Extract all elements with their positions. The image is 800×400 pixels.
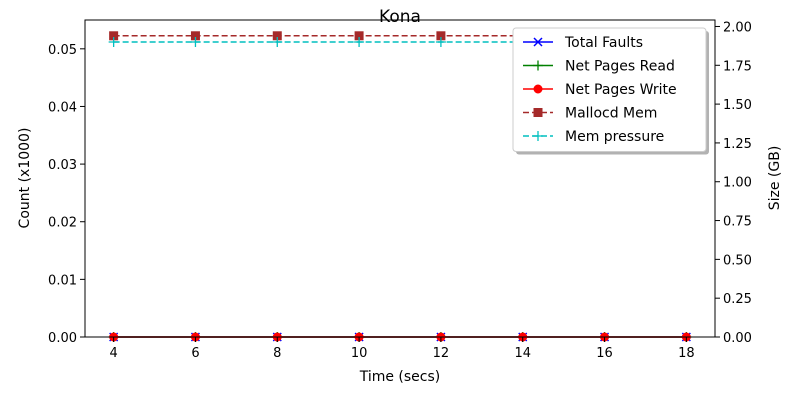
left-y-tick-label: 0.02 xyxy=(48,216,77,231)
x-axis-title: Time (secs) xyxy=(359,369,441,385)
right-y-tick-label: 2.00 xyxy=(723,20,752,35)
left-y-tick-label: 0.00 xyxy=(48,331,77,346)
right-y-axis-title: Size (GB) xyxy=(767,146,783,211)
legend-label: Mallocd Mem xyxy=(565,106,657,122)
legend-label: Total Faults xyxy=(564,35,643,51)
x-tick-label: 14 xyxy=(514,346,531,361)
x-tick-label: 16 xyxy=(596,346,613,361)
right-y-tick-label: 1.00 xyxy=(723,176,752,191)
right-y-tick-label: 0.50 xyxy=(723,253,752,268)
x-tick-label: 6 xyxy=(191,346,199,361)
legend-entry: Total Faults xyxy=(523,35,643,51)
left-y-tick-label: 0.05 xyxy=(48,43,77,58)
data-point xyxy=(190,37,201,48)
right-y-tick-label: 1.25 xyxy=(723,137,752,152)
legend-label: Mem pressure xyxy=(565,129,664,145)
legend-entry: Mallocd Mem xyxy=(523,106,657,122)
legend: Total Faults Net Pages Read Net Pages Writ… xyxy=(512,27,709,155)
right-y-tick-label: 0.25 xyxy=(723,292,752,307)
right-y-tick-label: 0.75 xyxy=(723,215,752,230)
legend-label: Net Pages Read xyxy=(565,59,675,75)
legend-marker xyxy=(533,131,543,141)
left-y-tick-label: 0.04 xyxy=(48,100,77,115)
x-tick-label: 8 xyxy=(273,346,281,361)
chart-title: Kona xyxy=(379,7,421,27)
x-tick-label: 18 xyxy=(678,346,695,361)
right-y-tick-label: 1.75 xyxy=(723,59,752,74)
x-tick-label: 4 xyxy=(109,346,117,361)
right-y-tick-label: 0.00 xyxy=(723,331,752,346)
legend-marker xyxy=(533,37,543,47)
legend-entry: Net Pages Read xyxy=(523,59,675,75)
data-point xyxy=(272,37,283,48)
legend-marker xyxy=(533,84,543,94)
legend-marker xyxy=(533,108,543,117)
x-tick-label: 12 xyxy=(433,346,450,361)
legend-box xyxy=(512,27,707,152)
data-point xyxy=(435,37,446,48)
data-point xyxy=(354,37,365,48)
plot-frame xyxy=(84,19,716,338)
left-y-tick-label: 0.03 xyxy=(48,158,77,173)
left-y-tick-label: 0.01 xyxy=(48,273,77,288)
legend-label: Net Pages Write xyxy=(565,82,677,98)
legend-entry: Net Pages Write xyxy=(523,82,677,98)
right-y-tick-label: 1.50 xyxy=(723,98,752,113)
axes-layer: 4 6 8 10 12 14 16 18 0.00 0.01 0.02 0.03 0.04 0.05 0.0… xyxy=(48,19,752,361)
x-tick-label: 10 xyxy=(351,346,368,361)
data-point xyxy=(108,37,119,48)
legend-marker xyxy=(533,60,543,71)
left-y-axis-title: Count (x1000) xyxy=(17,128,33,229)
legend-entry: Mem pressure xyxy=(523,129,664,145)
